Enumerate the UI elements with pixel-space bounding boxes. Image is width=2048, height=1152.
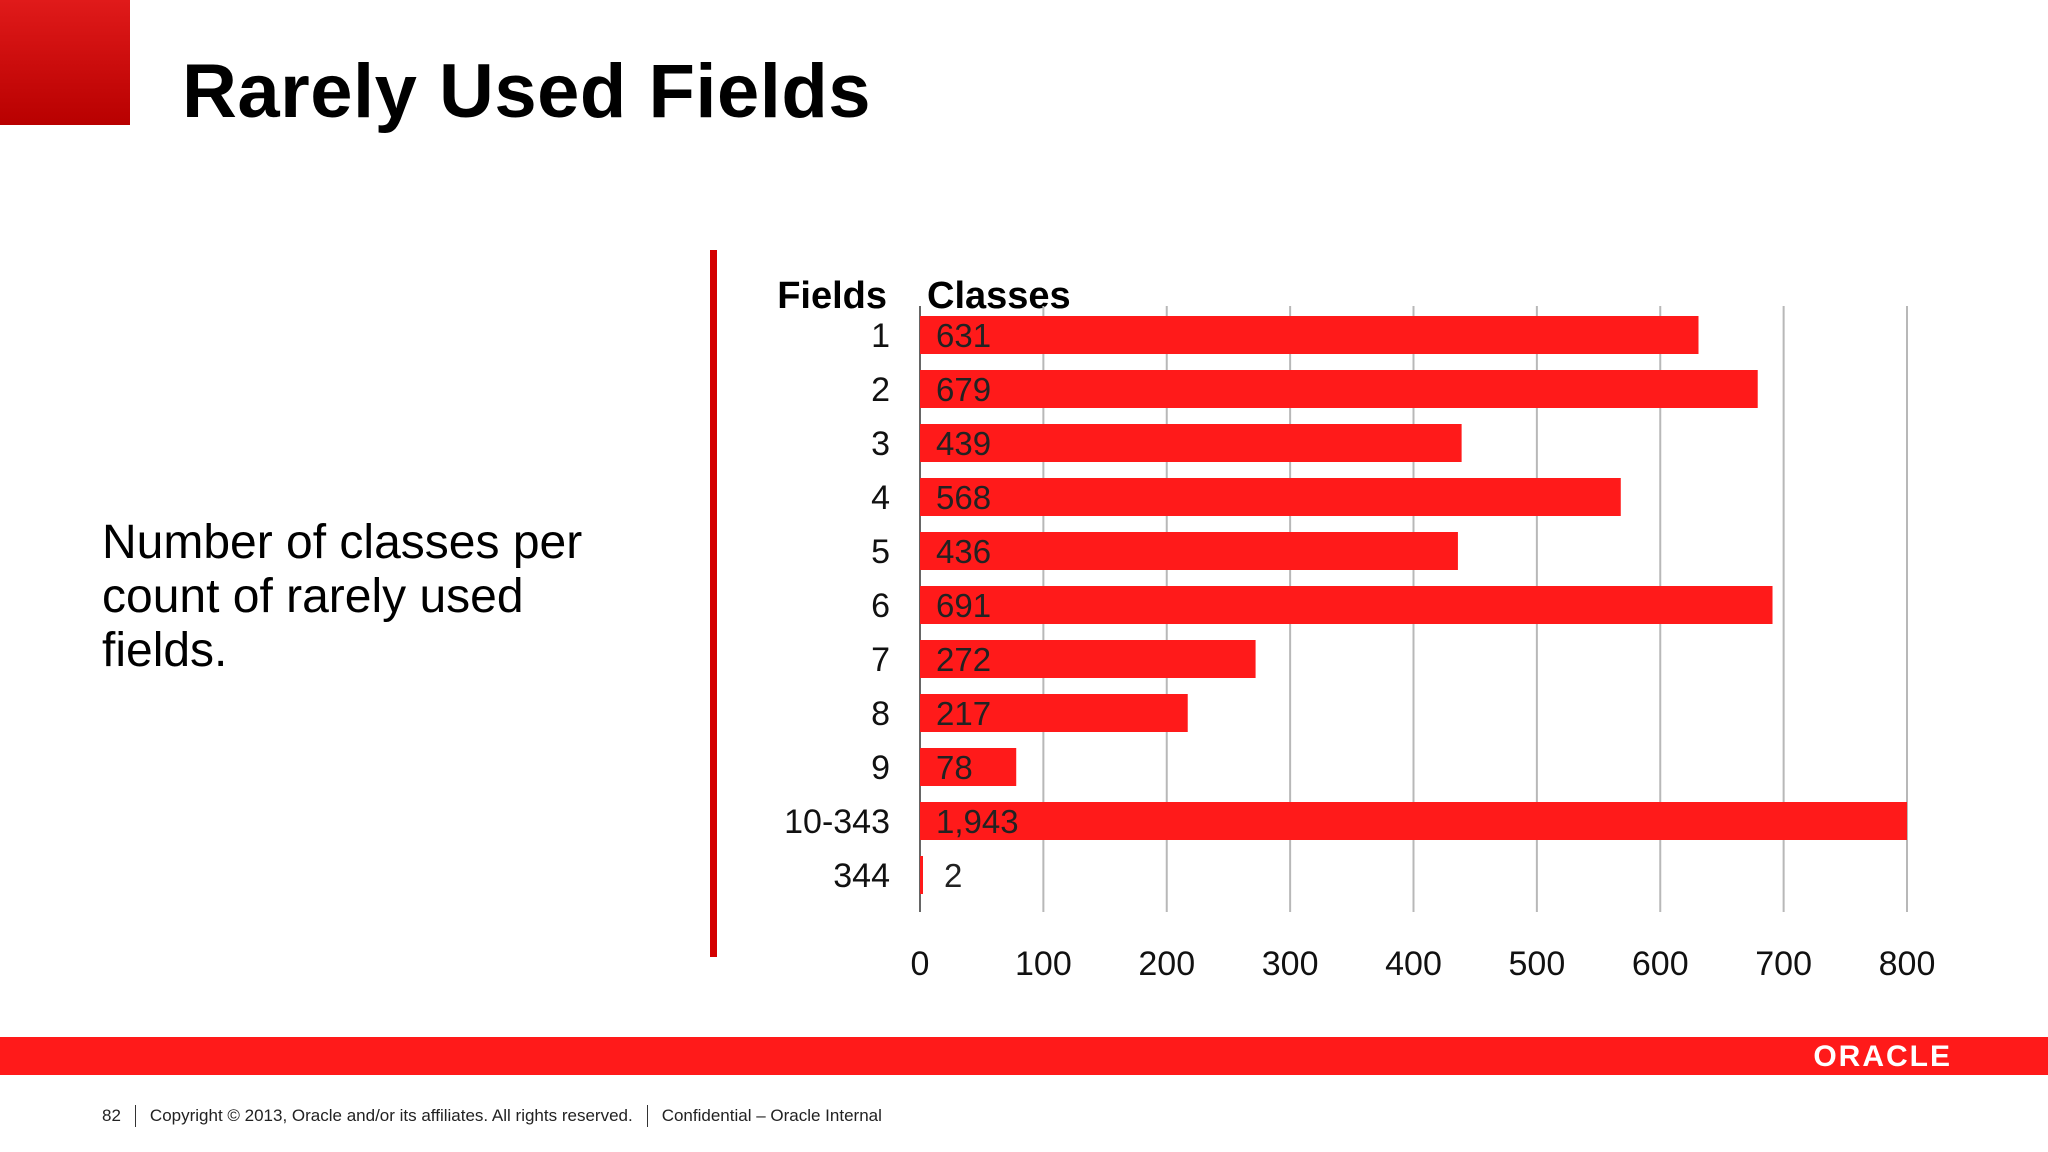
footer-band [0, 1037, 2048, 1075]
category-header: Fields [777, 275, 887, 317]
data-label: 631 [936, 317, 991, 354]
data-label: 78 [936, 749, 973, 786]
data-label: 436 [936, 533, 991, 570]
vertical-divider [710, 250, 717, 957]
bar-chart: Fields Classes 1 631 2 679 3 439 4 568 5 436 6 691 7… [777, 275, 1936, 983]
data-label: 2 [944, 857, 962, 894]
oracle-logo: ORACLE [1813, 1040, 1952, 1073]
footer: 82 Copyright © 2013, Oracle and/or its a… [102, 1105, 882, 1127]
slide-title: Rarely Used Fields [182, 49, 872, 134]
corner-accent-block [0, 0, 130, 125]
footer-separator [646, 1105, 648, 1127]
bar [920, 316, 1699, 354]
slide-description: Number of classes per count of rarely us… [102, 516, 583, 677]
bar [920, 424, 1462, 462]
category-label: 5 [871, 533, 890, 571]
footer-separator [134, 1105, 136, 1127]
x-tick-label: 200 [1138, 945, 1195, 983]
bar [920, 478, 1621, 516]
bar [920, 370, 1758, 408]
category-label: 2 [871, 371, 890, 409]
category-label: 4 [871, 479, 890, 517]
category-label: 3 [871, 425, 890, 463]
copyright-text: Copyright © 2013, Oracle and/or its affi… [149, 1106, 633, 1125]
x-tick-label: 700 [1755, 945, 1812, 983]
category-label: 6 [871, 587, 890, 625]
page-number: 82 [102, 1106, 121, 1125]
category-label: 344 [833, 857, 890, 895]
category-label: 9 [871, 749, 890, 787]
x-tick-label: 500 [1509, 945, 1566, 983]
category-label: 7 [871, 641, 890, 679]
x-tick-label: 0 [911, 945, 930, 983]
bar [920, 586, 1773, 624]
bar [920, 640, 1256, 678]
data-label: 439 [936, 425, 991, 462]
x-tick-label: 300 [1262, 945, 1319, 983]
x-tick-label: 800 [1879, 945, 1936, 983]
data-label: 272 [936, 641, 991, 678]
bar [920, 748, 1017, 786]
data-label: 679 [936, 371, 991, 408]
bar [920, 532, 1458, 570]
data-label: 217 [936, 695, 991, 732]
x-tick-label: 400 [1385, 945, 1442, 983]
x-tick-label: 100 [1015, 945, 1072, 983]
bar [920, 856, 923, 894]
bar [920, 802, 1907, 840]
confidentiality-text: Confidential – Oracle Internal [661, 1106, 882, 1125]
category-label: 8 [871, 695, 890, 733]
category-label: 10-343 [784, 803, 890, 841]
value-header: Classes [927, 275, 1071, 317]
x-tick-label: 600 [1632, 945, 1689, 983]
category-label: 1 [871, 317, 890, 355]
data-label: 691 [936, 587, 991, 624]
data-label: 1,943 [936, 803, 1019, 840]
bar [920, 694, 1188, 732]
data-label: 568 [936, 479, 991, 516]
